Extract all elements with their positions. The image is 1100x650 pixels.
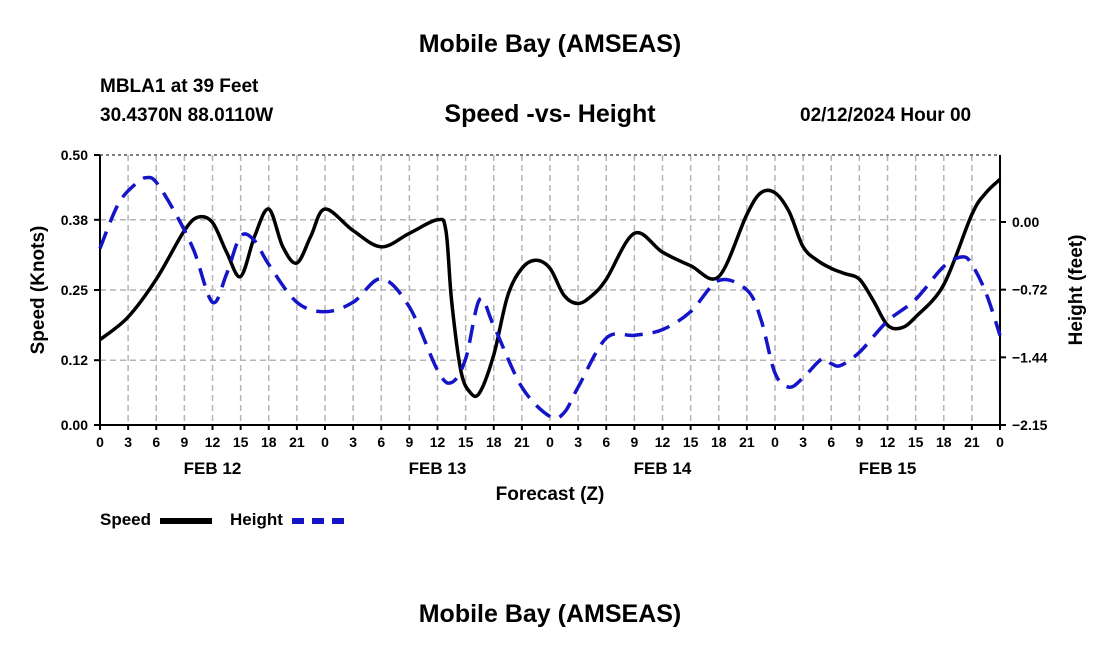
y-axis-title: Speed (Knots) xyxy=(28,226,49,355)
y2-tick-label: −2.15 xyxy=(1012,417,1048,433)
x-tick-label: 6 xyxy=(377,434,385,450)
x-tick-label: 9 xyxy=(405,434,413,450)
x-tick-label: 9 xyxy=(180,434,188,450)
x-axis-title: Forecast (Z) xyxy=(496,484,605,505)
y2-axis-title: Height (feet) xyxy=(1066,235,1087,346)
y-tick-label: 0.25 xyxy=(61,282,88,298)
x-tick-label: 0 xyxy=(96,434,104,450)
x-tick-label: 18 xyxy=(486,434,502,450)
y2-tick-label: −1.44 xyxy=(1012,349,1048,365)
date-label: FEB 14 xyxy=(634,459,692,478)
legend-height-swatch xyxy=(292,518,344,524)
chart-title: Speed -vs- Height xyxy=(444,100,656,128)
legend-speed-swatch xyxy=(160,518,212,524)
x-tick-label: 15 xyxy=(683,434,699,450)
bottom-title: Mobile Bay (AMSEAS) xyxy=(418,600,682,628)
x-tick-label: 3 xyxy=(349,434,357,450)
x-tick-label: 21 xyxy=(739,434,755,450)
x-tick-label: 6 xyxy=(827,434,835,450)
x-tick-label: 0 xyxy=(771,434,779,450)
x-tick-label: 18 xyxy=(261,434,277,450)
station-label: MBLA1 at 39 Feet xyxy=(100,76,259,97)
x-tick-label: 12 xyxy=(880,434,896,450)
x-tick-label: 21 xyxy=(289,434,305,450)
x-tick-label: 9 xyxy=(855,434,863,450)
x-tick-label: 9 xyxy=(630,434,638,450)
series-line-speed xyxy=(98,178,1002,399)
date-label: FEB 13 xyxy=(409,459,467,478)
main-title: Mobile Bay (AMSEAS) xyxy=(418,30,682,58)
y-tick-label: 0.38 xyxy=(61,212,88,228)
date-label: FEB 12 xyxy=(184,459,242,478)
y-tick-label: 0.50 xyxy=(61,147,88,163)
y2-tick-label: 0.00 xyxy=(1012,214,1039,230)
x-tick-label: 3 xyxy=(124,434,132,450)
legend-height-label: Height xyxy=(230,510,283,529)
x-tick-label: 12 xyxy=(655,434,671,450)
y2-tick-label: −0.72 xyxy=(1012,282,1048,298)
x-tick-label: 0 xyxy=(996,434,1004,450)
date-label: FEB 15 xyxy=(859,459,917,478)
y-tick-label: 0.00 xyxy=(61,417,88,433)
x-tick-label: 15 xyxy=(458,434,474,450)
series-line-height xyxy=(98,175,1002,421)
y-tick-label: 0.12 xyxy=(61,352,88,368)
x-tick-label: 21 xyxy=(514,434,530,450)
grid-lines xyxy=(100,154,1000,425)
x-tick-label: 18 xyxy=(711,434,727,450)
x-tick-label: 6 xyxy=(152,434,160,450)
x-tick-label: 0 xyxy=(321,434,329,450)
x-tick-label: 3 xyxy=(574,434,582,450)
x-tick-label: 0 xyxy=(546,434,554,450)
x-tick-label: 21 xyxy=(964,434,980,450)
x-tick-label: 12 xyxy=(430,434,446,450)
forecast-timestamp: 02/12/2024 Hour 00 xyxy=(800,105,972,126)
x-tick-label: 15 xyxy=(233,434,249,450)
x-tick-label: 15 xyxy=(908,434,924,450)
x-tick-label: 18 xyxy=(936,434,952,450)
legend-speed-label: Speed xyxy=(100,510,152,529)
x-tick-label: 12 xyxy=(205,434,221,450)
x-tick-label: 3 xyxy=(799,434,807,450)
x-tick-label: 6 xyxy=(602,434,610,450)
station-coordinates: 30.4370N 88.0110W xyxy=(100,105,274,126)
